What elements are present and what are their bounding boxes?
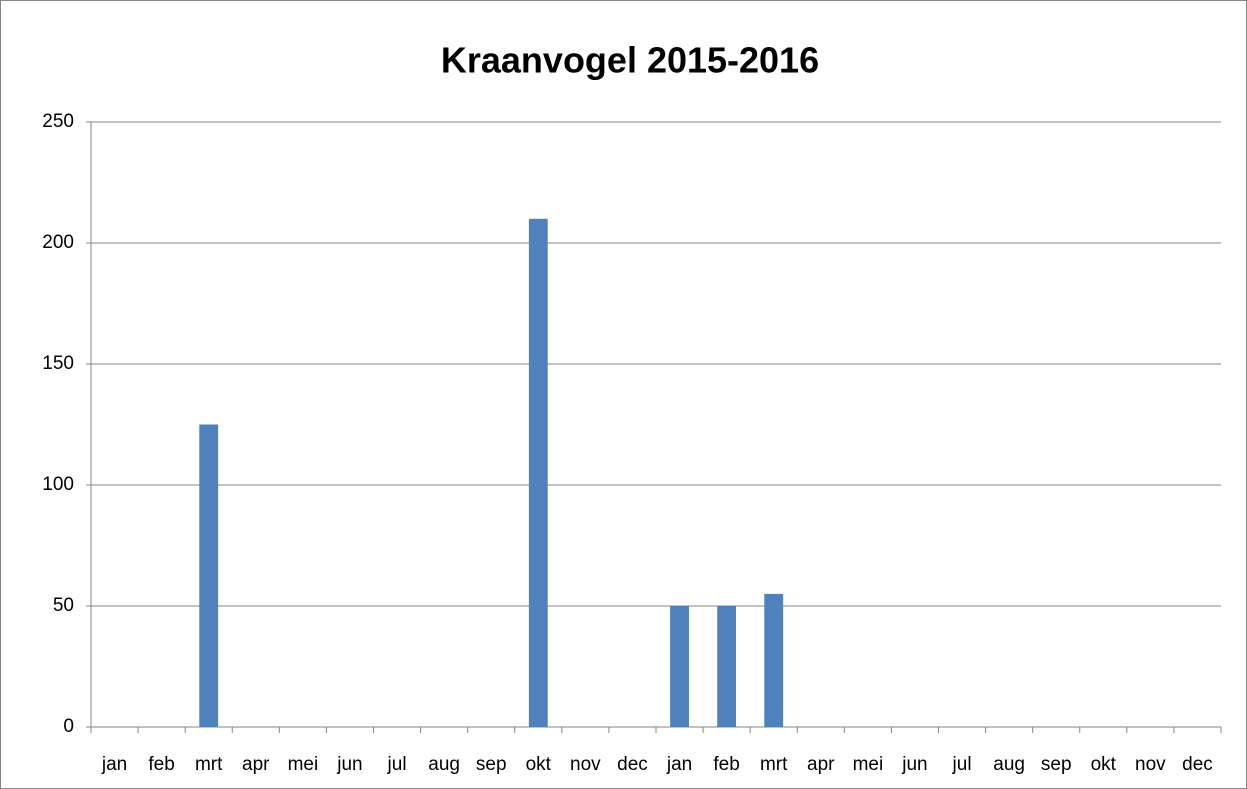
x-tick-label: aug <box>993 754 1025 775</box>
bar <box>764 593 784 727</box>
bar <box>528 218 548 728</box>
x-tick-label: dec <box>617 754 648 775</box>
x-tick-label: jan <box>666 754 692 775</box>
x-tick-label: mei <box>853 754 884 775</box>
x-tick-label: feb <box>713 754 739 775</box>
x-tick-label: sep <box>1041 754 1072 775</box>
x-tick-label: apr <box>807 754 835 775</box>
bar <box>670 606 689 727</box>
x-tick-label: nov <box>1135 754 1166 775</box>
x-tick-label: apr <box>242 754 270 775</box>
x-tick-label: jan <box>101 754 127 775</box>
x-tick-label: jul <box>387 754 407 775</box>
x-tick-label: dec <box>1182 754 1213 775</box>
x-tick-label: feb <box>148 754 174 775</box>
y-tick-label: 250 <box>42 111 74 132</box>
x-tick-label: mrt <box>760 754 788 775</box>
bar <box>199 424 219 727</box>
y-tick-label: 100 <box>42 474 74 495</box>
y-tick-label: 150 <box>42 353 74 374</box>
x-tick-label: sep <box>476 754 507 775</box>
x-tick-label: jul <box>952 754 972 775</box>
chart-title: Kraanvogel 2015-2016 <box>441 40 819 81</box>
y-tick-label: 200 <box>42 232 74 253</box>
x-tick-label: nov <box>570 754 601 775</box>
x-tick-label: okt <box>526 754 552 775</box>
x-tick-label: mei <box>288 754 319 775</box>
x-tick-label: jun <box>336 754 362 775</box>
bar <box>717 606 737 727</box>
y-tick-label: 50 <box>53 595 74 616</box>
x-tick-label: aug <box>428 754 460 775</box>
y-tick-label: 0 <box>63 716 74 737</box>
x-tick-label: okt <box>1091 754 1117 775</box>
x-tick-label: mrt <box>195 754 223 775</box>
x-tick-label: jun <box>901 754 927 775</box>
